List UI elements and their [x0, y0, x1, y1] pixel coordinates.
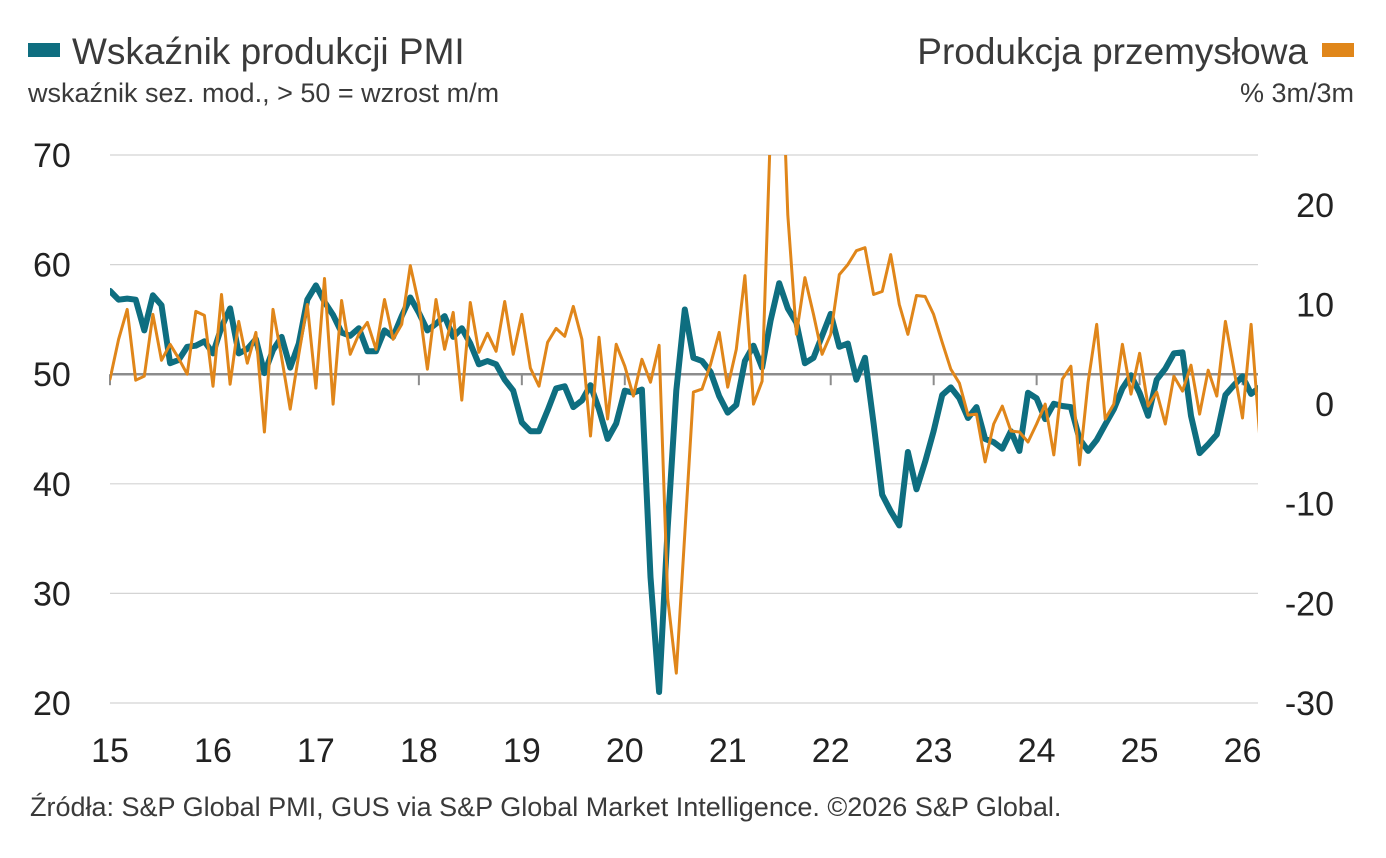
x-tick-label: 16	[194, 732, 232, 770]
series-line-pmi	[110, 280, 1258, 695]
y-right-tick-label: 10	[1296, 286, 1334, 324]
series-line-production	[110, 155, 1258, 675]
y-right-tick-label: -30	[1285, 685, 1334, 723]
legend-pmi-subtitle: wskaźnik sez. mod., > 50 = wzrost m/m	[28, 78, 500, 108]
x-tick-label: 20	[606, 732, 644, 770]
y-left-tick-label: 20	[33, 685, 71, 723]
legend-left: Wskaźnik produkcji PMI wskaźnik sez. mod…	[28, 28, 499, 110]
x-tick-label: 21	[709, 732, 747, 770]
pmi-swatch-icon	[28, 43, 60, 58]
legend-production-subtitle: % 3m/3m	[1239, 78, 1354, 108]
x-tick-label: 24	[1018, 732, 1056, 770]
y-left-tick-label: 70	[33, 137, 71, 175]
chart: 20 30 40 50 60 70 -30 -20 -10 0 10 20 15 16 17 18 19 20 21…	[33, 137, 1334, 770]
x-tick-label: 25	[1121, 732, 1159, 770]
y-left-tick-label: 50	[33, 356, 71, 394]
y-left-tick-label: 30	[33, 575, 71, 613]
x-tick-label: 18	[400, 732, 438, 770]
y-right-tick-label: -10	[1285, 486, 1334, 524]
y-right-tick-label: 0	[1315, 386, 1334, 424]
y-left-tick-label: 60	[33, 247, 71, 285]
y-right-tick-label: -20	[1285, 585, 1334, 623]
x-tick-label: 19	[503, 732, 541, 770]
x-tick-label: 22	[812, 732, 850, 770]
legend-pmi-label: Wskaźnik produkcji PMI	[72, 31, 465, 72]
legend-production: Produkcja przemysłowa	[917, 28, 1354, 76]
x-tick-label: 17	[297, 732, 335, 770]
y-right-tick-label: 20	[1296, 187, 1334, 225]
x-tick-label: 26	[1224, 732, 1262, 770]
legend-right: Produkcja przemysłowa % 3m/3m	[917, 28, 1354, 110]
x-tick-label: 15	[91, 732, 129, 770]
legend-pmi: Wskaźnik produkcji PMI	[28, 28, 499, 76]
production-swatch-icon	[1322, 43, 1354, 58]
x-tick-label: 23	[915, 732, 953, 770]
legend-production-label: Produkcja przemysłowa	[917, 31, 1308, 72]
y-left-tick-label: 40	[33, 466, 71, 504]
source-note: Źródła: S&P Global PMI, GUS via S&P Glob…	[30, 792, 1062, 822]
